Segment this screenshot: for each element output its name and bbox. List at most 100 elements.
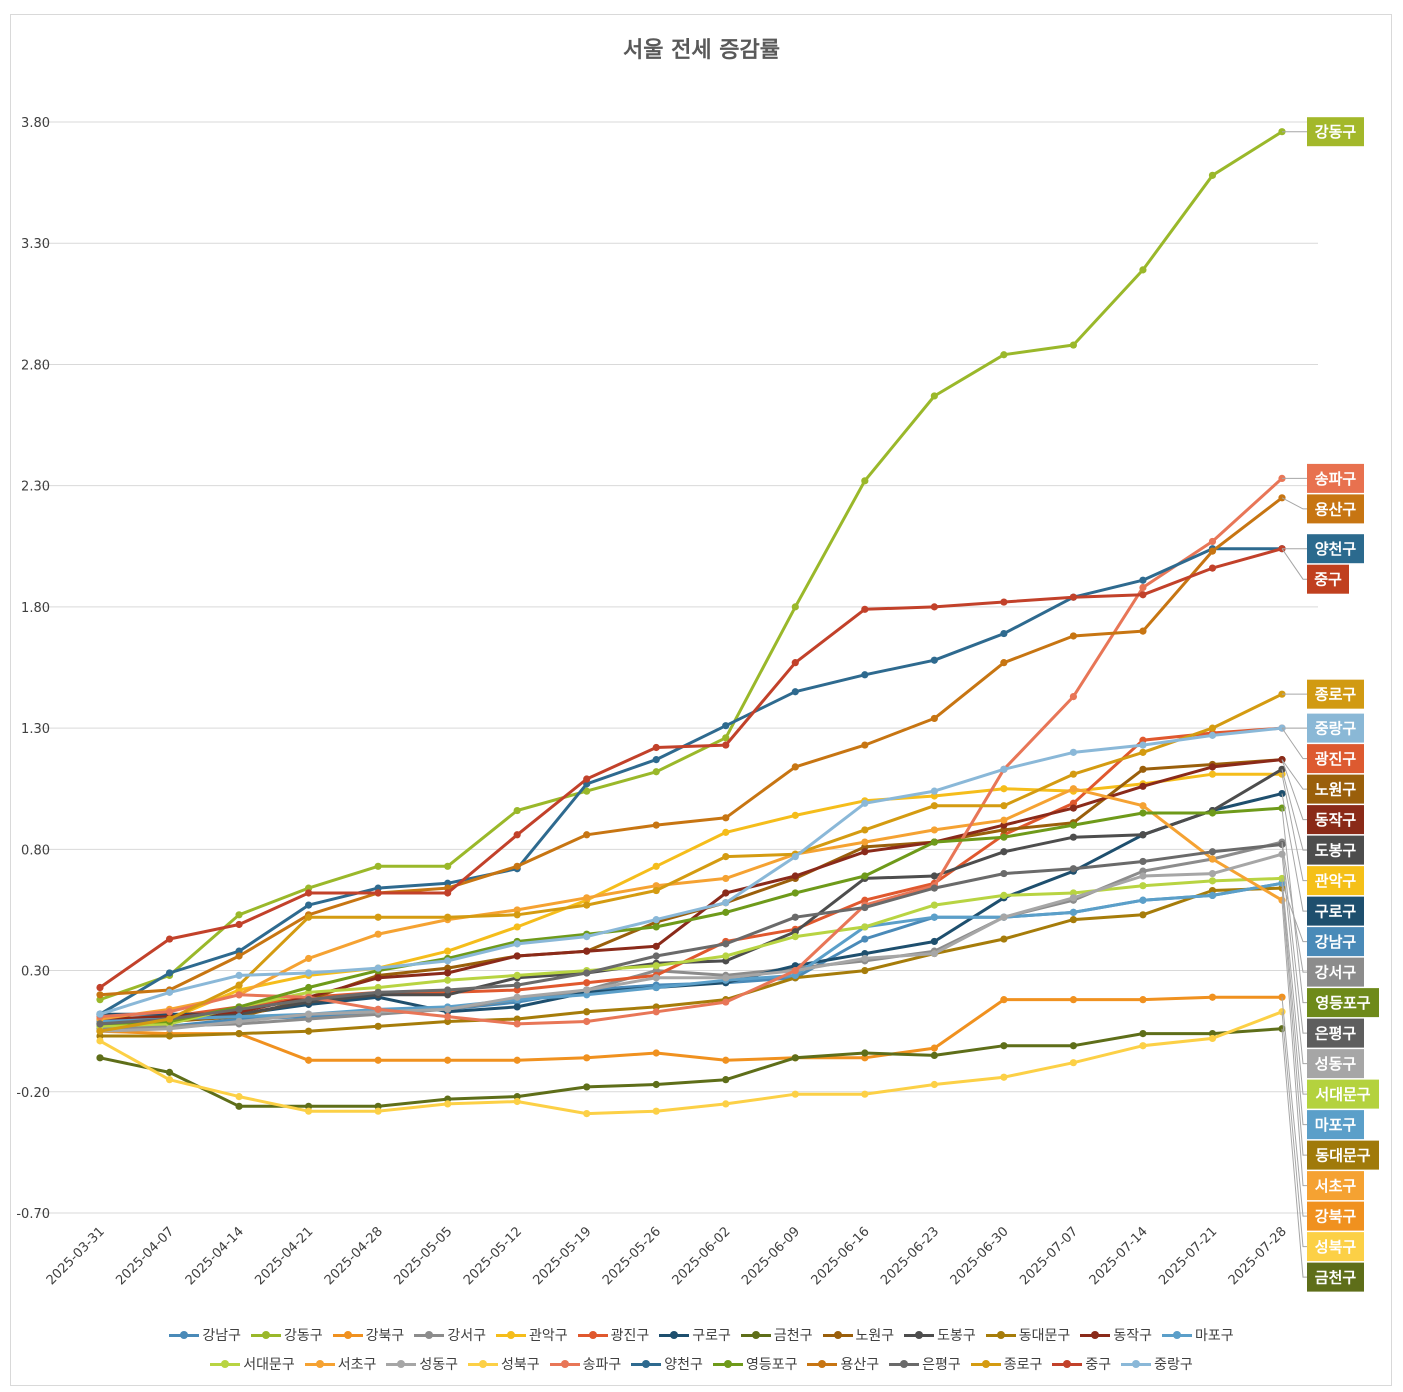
data-point-동작구 xyxy=(722,889,730,897)
series-line-영등포구 xyxy=(99,806,1283,1026)
data-point-은평구 xyxy=(1069,865,1078,873)
legend-item: 종로구 xyxy=(970,1354,1043,1374)
end-label: 중랑구 xyxy=(1315,720,1357,738)
data-point-종로구 xyxy=(513,911,521,919)
end-label-box xyxy=(1307,1171,1364,1201)
legend-swatch xyxy=(577,1328,608,1342)
data-point-용산구 xyxy=(722,814,730,822)
data-point-도봉구 xyxy=(1000,848,1008,856)
leader-line xyxy=(1281,997,1307,1217)
data-point-금천구 xyxy=(96,1054,104,1062)
legend-swatch xyxy=(414,1328,445,1342)
data-point-은평구 xyxy=(444,986,452,994)
data-point-성동구 xyxy=(235,1017,243,1026)
data-point-강동구 xyxy=(1069,341,1078,349)
legend-row: 강남구 강동구 강북구 강서구 관악구 광진구 구로구 금천구 노원구 도봉구 동대문구 동작구 마포구 xyxy=(0,1325,1403,1345)
data-point-동대문구 xyxy=(1000,935,1008,943)
data-point-서대문구 xyxy=(861,923,869,931)
data-point-중구 xyxy=(304,889,313,897)
data-point-강동구 xyxy=(374,862,382,870)
data-point-동작구 xyxy=(652,942,660,950)
x-tick-label: 2025-03-31 xyxy=(44,1224,108,1288)
data-point-금천구 xyxy=(652,1080,660,1089)
end-label-box xyxy=(1307,564,1349,594)
end-label-box xyxy=(1307,1110,1364,1140)
data-point-성북구 xyxy=(791,1090,799,1098)
data-point-강동구 xyxy=(861,477,869,485)
data-point-성동구 xyxy=(1139,872,1147,880)
data-point-성동구 xyxy=(165,1025,174,1033)
data-point-중구 xyxy=(930,603,938,611)
data-point-은평구 xyxy=(1139,857,1147,866)
data-point-관악구 xyxy=(513,923,521,931)
data-point-강동구 xyxy=(930,392,938,400)
leader-line xyxy=(1281,883,1307,1126)
data-point-서초구 xyxy=(304,954,313,963)
data-point-은평구 xyxy=(1208,848,1217,856)
data-point-영등포구 xyxy=(304,983,313,992)
data-point-용산구 xyxy=(791,763,799,771)
data-point-성동구 xyxy=(513,993,521,1001)
legend-swatch xyxy=(549,1357,580,1371)
data-point-양천구 xyxy=(165,969,174,977)
end-label-box xyxy=(1307,866,1364,896)
legend-swatch xyxy=(904,1328,935,1342)
data-point-중구 xyxy=(722,741,730,749)
data-point-구로구 xyxy=(513,1003,521,1011)
data-point-영등포구 xyxy=(652,923,660,931)
x-tick-label: 2025-04-07 xyxy=(113,1224,177,1288)
end-label: 성북구 xyxy=(1315,1238,1357,1256)
data-point-강북구 xyxy=(1000,996,1008,1004)
series-line-중랑구 xyxy=(99,726,1283,1016)
legend-label: 종로구 xyxy=(1003,1357,1043,1373)
data-point-송파구 xyxy=(652,1008,660,1016)
data-point-양천구 xyxy=(861,671,869,679)
data-point-서초구 xyxy=(1069,785,1078,793)
legend-label: 도봉구 xyxy=(937,1328,976,1344)
data-point-영등포구 xyxy=(861,872,869,880)
data-point-중랑구 xyxy=(304,969,313,977)
data-point-중구 xyxy=(791,659,799,667)
legend-swatch xyxy=(822,1328,853,1342)
data-point-강남구 xyxy=(861,935,869,943)
data-point-서대문구 xyxy=(1000,891,1008,899)
end-label: 도봉구 xyxy=(1315,842,1357,860)
end-label: 강동구 xyxy=(1315,123,1357,141)
legend-item: 동대문구 xyxy=(985,1325,1070,1345)
data-point-동작구 xyxy=(861,848,869,856)
data-point-용산구 xyxy=(861,741,869,749)
series-line-서대문구 xyxy=(99,876,1283,1028)
data-point-중랑구 xyxy=(861,799,869,807)
end-label: 성동구 xyxy=(1315,1055,1357,1073)
data-point-동대문구 xyxy=(861,966,869,975)
end-label: 송파구 xyxy=(1315,470,1357,488)
end-label-box xyxy=(1307,835,1364,865)
data-point-강북구 xyxy=(1208,993,1217,1001)
data-point-영등포구 xyxy=(722,908,730,916)
data-point-강동구 xyxy=(444,862,452,870)
data-point-종로구 xyxy=(1139,748,1147,756)
legend-item: 중랑구 xyxy=(1121,1354,1193,1374)
data-point-양천구 xyxy=(1139,576,1147,584)
data-point-성북구 xyxy=(652,1107,660,1115)
data-point-성북구 xyxy=(513,1097,521,1106)
data-point-양천구 xyxy=(652,756,660,764)
end-label: 노원구 xyxy=(1315,781,1357,799)
x-tick-label: 2025-06-30 xyxy=(948,1224,1012,1288)
data-point-중구 xyxy=(1139,591,1147,599)
data-point-서초구 xyxy=(583,894,591,902)
end-label-box xyxy=(1307,463,1364,493)
y-tick-label: 3.80 xyxy=(21,116,50,131)
data-point-송파구 xyxy=(1069,692,1078,701)
data-point-중랑구 xyxy=(1000,765,1008,773)
data-point-송파구 xyxy=(444,1013,452,1021)
data-point-금천구 xyxy=(791,1054,799,1062)
data-point-은평구 xyxy=(96,1020,104,1028)
data-point-양천구 xyxy=(930,656,938,664)
end-label-box xyxy=(1307,713,1364,743)
legend-item: 성북구 xyxy=(468,1354,540,1374)
legend-swatch xyxy=(468,1357,499,1371)
data-point-영등포구 xyxy=(930,838,938,846)
data-point-용산구 xyxy=(96,991,104,999)
